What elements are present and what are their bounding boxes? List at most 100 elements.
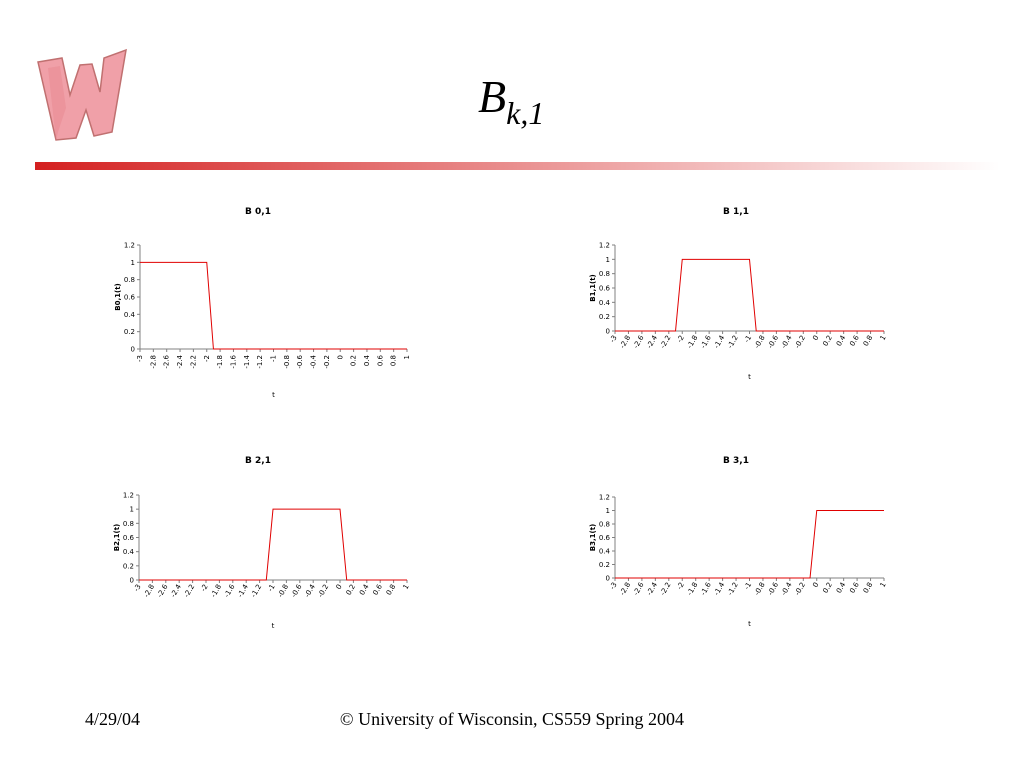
- logo: [37, 48, 127, 141]
- y-axis-label: B0,1(t): [114, 283, 122, 310]
- x-tick-label: 1: [402, 583, 411, 591]
- x-tick-label: -2: [199, 583, 209, 593]
- x-tick-label: -1.8: [216, 355, 224, 369]
- chart-title: B 2,1: [245, 456, 271, 466]
- series-line: [615, 510, 884, 579]
- x-tick-label: -2.8: [618, 334, 632, 350]
- x-tick-label: -0.6: [766, 334, 780, 350]
- x-tick-label: -1.2: [250, 583, 264, 599]
- x-tick-label: -0.8: [753, 581, 767, 597]
- x-tick-label: -0.4: [303, 583, 317, 599]
- y-tick-label: 0.6: [124, 294, 136, 302]
- x-tick-label: -2.8: [618, 581, 632, 597]
- x-tick-label: -2.2: [189, 355, 197, 369]
- y-tick-label: 0.2: [599, 561, 610, 569]
- x-tick-label: -1.4: [713, 581, 727, 597]
- x-tick-label: 0: [811, 581, 820, 589]
- x-tick-label: -2.8: [142, 583, 156, 599]
- x-tick-label: -2: [676, 334, 686, 344]
- x-tick-label: -0.4: [780, 581, 794, 597]
- x-tick-label: 0.6: [848, 334, 861, 348]
- y-tick-label: 0: [606, 575, 610, 583]
- y-tick-label: 1.2: [123, 492, 134, 500]
- x-tick-label: 0.6: [848, 581, 861, 595]
- title-subscript: k,1: [506, 95, 544, 131]
- x-tick-label: -0.8: [276, 583, 290, 599]
- x-tick-label: -2.4: [645, 334, 659, 350]
- y-tick-label: 1.2: [124, 242, 135, 250]
- y-tick-label: 0.2: [123, 562, 134, 570]
- x-tick-label: 1: [879, 334, 888, 342]
- chart-title: B 3,1: [723, 456, 749, 466]
- x-tick-label: -1.8: [686, 334, 700, 350]
- x-tick-label: 0.4: [835, 334, 848, 348]
- y-tick-label: 0.8: [124, 276, 135, 284]
- y-tick-label: 0.6: [123, 534, 135, 542]
- x-tick-label: 0.4: [358, 583, 371, 597]
- x-tick-label: 0.6: [371, 583, 384, 597]
- series-line: [139, 508, 407, 581]
- title-main: B: [478, 71, 506, 122]
- x-tick-label: 0.2: [350, 355, 358, 366]
- series-line: [615, 258, 884, 332]
- x-tick-label: 1: [879, 581, 888, 589]
- x-tick-label: -2.2: [659, 581, 673, 597]
- y-tick-label: 0.2: [599, 313, 610, 321]
- x-tick-label: -2.6: [632, 581, 646, 597]
- x-tick-label: 0.4: [835, 581, 848, 595]
- x-tick-label: -1.6: [699, 334, 713, 350]
- x-tick-label: -1: [266, 583, 276, 593]
- x-tick-label: -1.2: [726, 581, 740, 597]
- x-tick-label: 0.4: [363, 354, 371, 366]
- x-tick-label: -0.2: [793, 334, 807, 350]
- x-tick-label: -0.2: [793, 581, 807, 597]
- y-axis-label: B3,1(t): [589, 524, 597, 551]
- footer-copyright: © University of Wisconsin, CS559 Spring …: [340, 709, 684, 729]
- x-tick-label: -2.2: [659, 334, 673, 350]
- x-tick-label: -1.2: [256, 355, 264, 369]
- x-tick-label: -2.2: [183, 583, 197, 599]
- x-tick-label: -3: [608, 581, 618, 591]
- x-tick-label: -0.2: [317, 583, 331, 599]
- footer-date: 4/29/04: [85, 709, 140, 729]
- x-tick-label: -2.6: [156, 583, 170, 599]
- header-rule: [35, 162, 1000, 170]
- x-tick-label: 0: [336, 355, 344, 359]
- x-tick-label: -1: [743, 334, 753, 344]
- x-tick-label: 1: [403, 355, 411, 359]
- x-tick-label: -3: [608, 334, 618, 344]
- chart-title: B 1,1: [723, 207, 749, 217]
- y-tick-label: 1: [130, 506, 134, 514]
- x-tick-label: -2: [203, 355, 211, 362]
- x-tick-label: 0.8: [862, 334, 874, 348]
- y-tick-label: 0.6: [599, 534, 611, 542]
- x-tick-label: -1.8: [686, 581, 700, 597]
- slide-title: Bk,1: [478, 71, 544, 131]
- y-tick-label: 1.2: [599, 494, 610, 502]
- x-tick-label: 0.8: [862, 581, 874, 595]
- x-tick-label: -2.8: [149, 355, 157, 369]
- x-tick-label: -1.4: [713, 334, 727, 350]
- x-tick-label: 0: [811, 334, 820, 342]
- x-axis-label: t: [748, 373, 751, 381]
- y-tick-label: 0.4: [599, 299, 611, 307]
- chart-title: B 0,1: [245, 207, 271, 217]
- x-tick-label: -0.8: [753, 334, 767, 350]
- x-tick-label: -2.6: [163, 354, 171, 368]
- x-tick-label: 0.2: [345, 583, 357, 597]
- x-tick-label: -3: [132, 583, 142, 593]
- y-tick-label: 0.4: [599, 548, 611, 556]
- y-tick-label: 1: [606, 256, 610, 264]
- x-tick-label: -0.6: [296, 354, 304, 368]
- x-tick-label: 0.2: [821, 581, 833, 595]
- x-tick-label: 0.8: [390, 355, 398, 366]
- y-tick-label: 1.2: [599, 242, 610, 250]
- y-tick-label: 1: [606, 507, 610, 515]
- x-tick-label: -1.2: [726, 334, 740, 350]
- x-axis-label: t: [748, 620, 751, 628]
- x-axis-label: t: [272, 622, 275, 630]
- y-tick-label: 0.8: [599, 270, 610, 278]
- x-tick-label: -0.8: [283, 355, 291, 369]
- x-tick-label: 0.2: [821, 334, 833, 348]
